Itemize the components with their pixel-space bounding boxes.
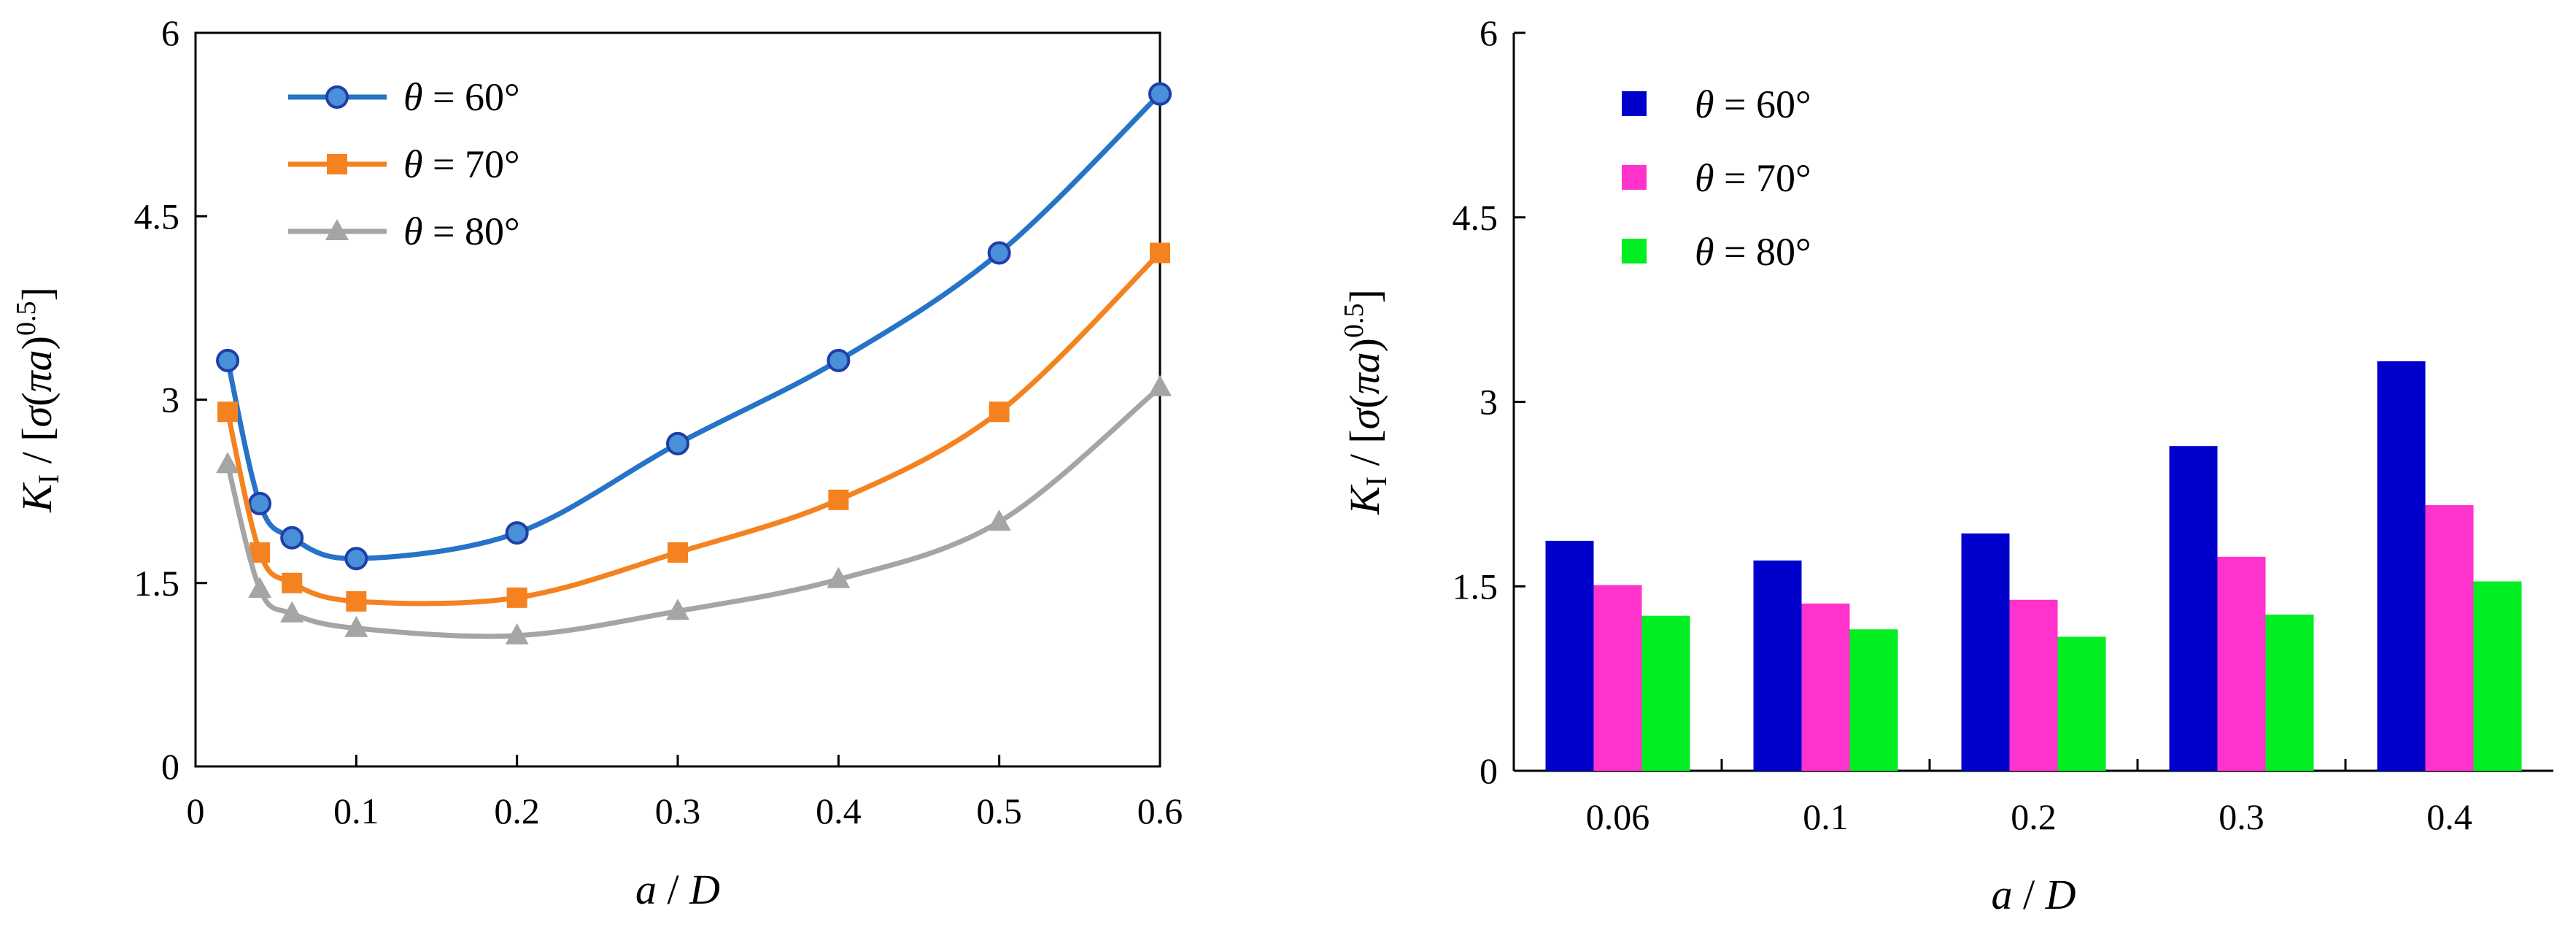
data-point (280, 601, 304, 623)
bar (1961, 533, 2010, 771)
x-tick-label: 0.2 (494, 791, 540, 831)
data-point (216, 452, 240, 474)
data-point (668, 542, 688, 563)
bar (1753, 560, 1802, 771)
x-tick-label: 0.1 (333, 791, 379, 831)
y-axis-label: KI / [σ(πa)0.5] (11, 287, 65, 513)
data-point (987, 241, 1011, 265)
data-point (216, 348, 240, 372)
data-point (346, 591, 367, 612)
data-point (1148, 374, 1172, 396)
data-point (1148, 82, 1172, 106)
data-point (505, 623, 529, 645)
legend-label: θ = 70° (1695, 156, 1811, 200)
legend-label: θ = 80° (403, 209, 520, 253)
legend-marker (327, 154, 347, 174)
bar-chart: 0 1.5 3 4.5 6 0.06 0.1 0.2 0.3 0.4 θ = 60° θ = 70° θ… (1339, 12, 2553, 918)
x-tick-label: 0.3 (2219, 796, 2264, 837)
line-chart: 0 1.5 3 4.5 6 0 0.1 0.2 0.3 0.4 0.5 0.6 KI / [σ(πa)0… (11, 12, 1183, 913)
data-point (666, 599, 689, 620)
bar (2265, 615, 2314, 771)
series-3 (216, 374, 1172, 645)
x-tick-label: 0 (187, 791, 205, 831)
y-tick-label: 4.5 (134, 196, 180, 236)
data-point (344, 615, 368, 637)
y-tick-label: 0 (1480, 750, 1498, 791)
data-point (344, 547, 368, 571)
data-point (282, 572, 303, 593)
bar (1641, 615, 1690, 771)
bar (1545, 540, 1594, 771)
x-tick-label: 0.3 (655, 791, 701, 831)
data-point (217, 401, 239, 423)
legend-label: θ = 70° (403, 142, 520, 186)
data-point (987, 509, 1011, 531)
x-tick-label: 0.4 (2426, 796, 2472, 837)
data-point (989, 401, 1010, 423)
legend-label: θ = 60° (403, 75, 520, 119)
data-point (248, 491, 272, 515)
y-tick-label: 6 (161, 12, 179, 53)
series-2 (217, 242, 1170, 612)
bar (2377, 361, 2426, 771)
data-point (666, 431, 689, 455)
legend-swatch (1622, 91, 1647, 116)
x-axis-label: a / D (635, 866, 720, 913)
legend-marker (325, 219, 349, 240)
data-point (827, 348, 851, 372)
data-point (1150, 242, 1170, 264)
data-point (505, 521, 529, 545)
data-point (280, 526, 304, 550)
y-tick-label: 3 (161, 380, 179, 420)
series-line (225, 251, 1162, 607)
series-1 (216, 82, 1172, 571)
data-point (827, 566, 851, 588)
legend-label: θ = 60° (1695, 82, 1811, 126)
y-tick-label: 1.5 (134, 563, 180, 604)
x-axis-label: a / D (1991, 871, 2076, 918)
legend-marker (325, 85, 349, 109)
bar (2473, 581, 2522, 771)
series-line (225, 92, 1162, 561)
bar (1593, 585, 1642, 771)
legend-swatch (1622, 239, 1647, 264)
bar (2425, 505, 2474, 771)
bar (1801, 603, 1850, 771)
x-tick-label: 0.2 (2011, 796, 2057, 837)
x-tick-label: 0.5 (976, 791, 1022, 831)
y-tick-label: 3 (1480, 382, 1498, 423)
legend-label: θ = 80° (1695, 230, 1811, 274)
y-tick-label: 1.5 (1453, 566, 1498, 607)
x-tick-label: 0.6 (1137, 791, 1183, 831)
legend-swatch (1622, 165, 1647, 190)
data-point (248, 577, 272, 599)
bar (2009, 599, 2058, 771)
x-tick-label: 0.1 (1803, 796, 1849, 837)
series-line (225, 385, 1162, 639)
bar (2217, 556, 2266, 771)
y-tick-label: 4.5 (1453, 197, 1498, 238)
data-point (828, 489, 849, 510)
bar (1849, 629, 1898, 771)
bar (2057, 636, 2106, 771)
y-axis-label: KI / [σ(πa)0.5] (1339, 289, 1393, 515)
data-point (506, 587, 527, 608)
y-tick-label: 0 (161, 746, 179, 787)
bar (2169, 446, 2218, 771)
x-tick-label: 0.4 (816, 791, 862, 831)
x-tick-label: 0.06 (1586, 796, 1650, 837)
y-tick-label: 6 (1480, 12, 1498, 53)
